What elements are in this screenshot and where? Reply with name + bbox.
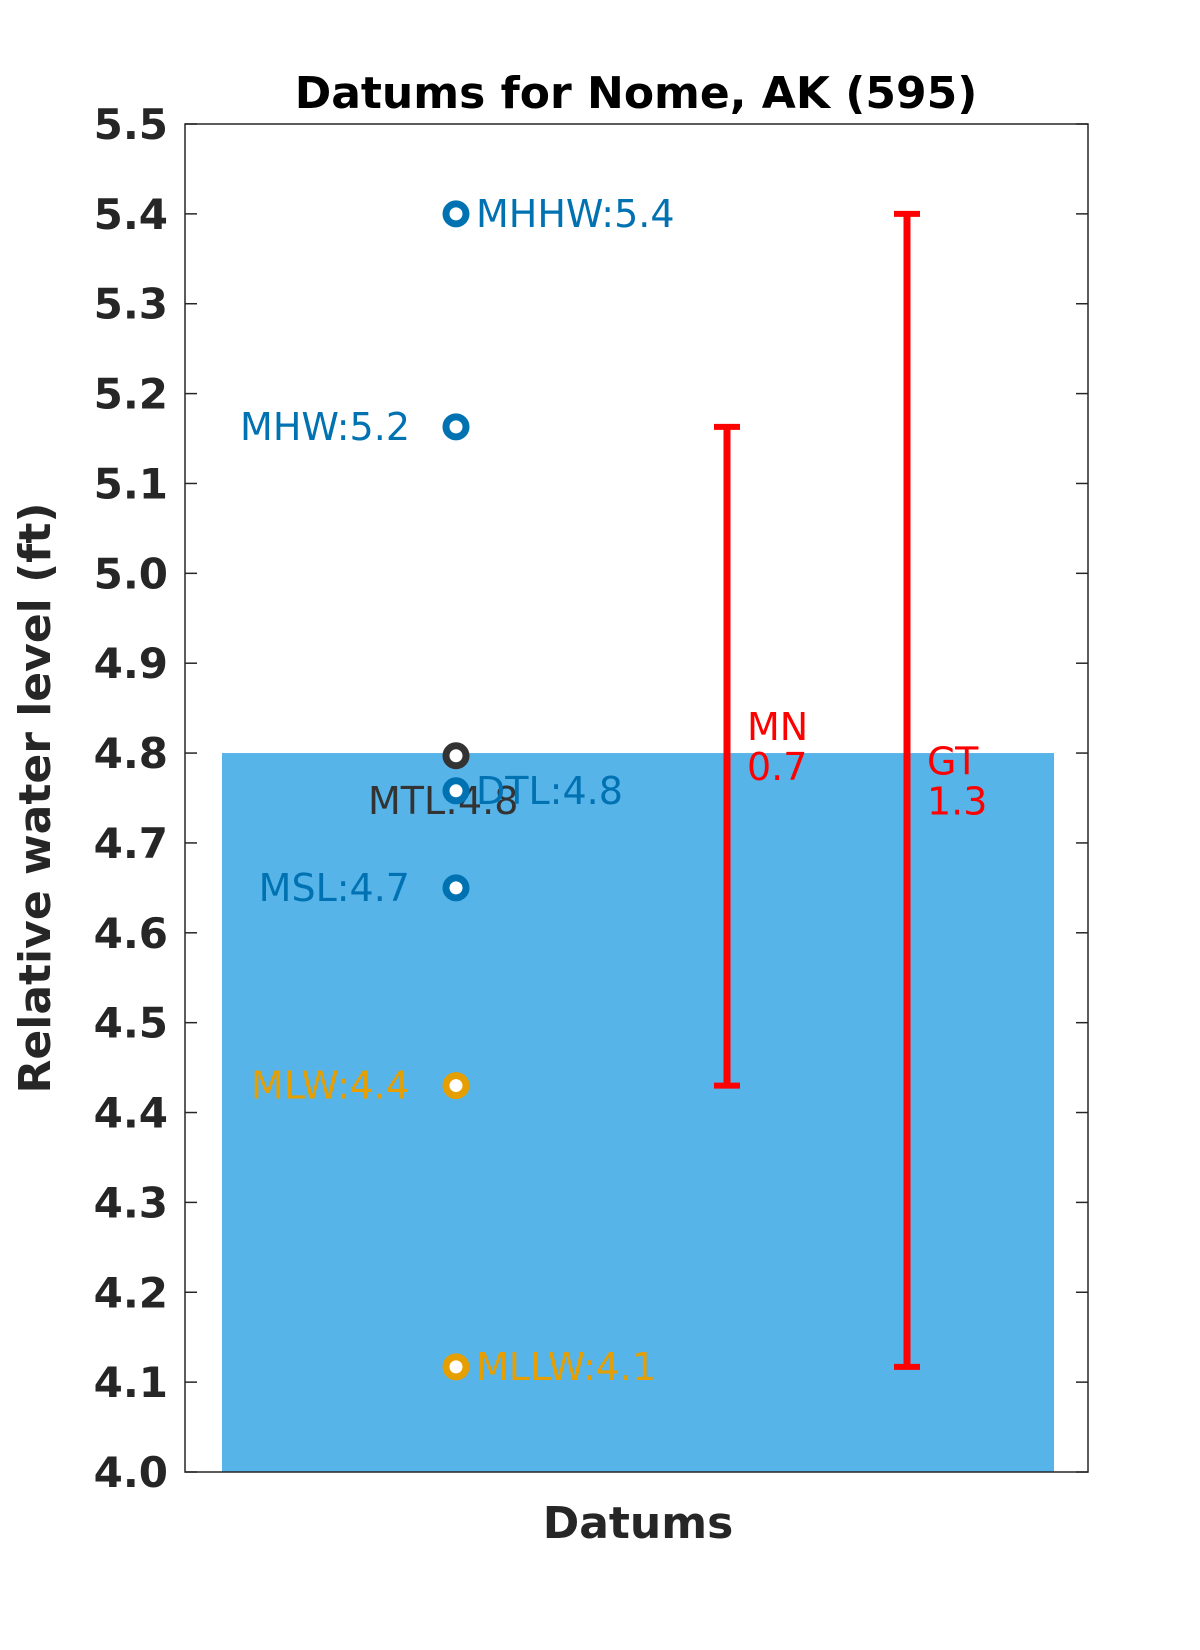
y-tick-label: 4.2 [94,1268,168,1317]
y-tick-label: 5.4 [94,190,168,239]
datum-label-mhhw: MHHW:5.4 [476,192,675,236]
datum-label-msl: MSL:4.7 [259,866,410,910]
water-level-bar [222,753,1054,1472]
y-tick-label: 4.3 [94,1178,168,1227]
y-tick-label: 5.5 [94,100,168,149]
range-label-name: GT [927,739,979,783]
y-axis-label: Relative water level (ft) [10,503,61,1094]
y-tick-label: 5.0 [94,549,168,598]
range-label-name: MN [747,705,808,749]
datum-marker-dtl [442,777,470,805]
datum-label-mlw: MLW:4.4 [251,1064,410,1108]
x-axis-label: Datums [543,1498,734,1549]
y-axis-ticks: 4.0 4.1 4.2 4.3 4.4 4.5 4.6 4.7 4.8 4.9 5.0 5.1 5.2 5… [94,100,1088,1497]
datum-marker-mhw [442,413,470,441]
datum-label-mhw: MHW:5.2 [240,405,410,449]
datum-marker-msl [442,874,470,902]
y-tick-label: 5.3 [94,280,168,329]
range-label-value: 0.7 [747,745,807,789]
y-tick-label: 4.8 [94,729,168,778]
y-tick-label: 5.1 [94,459,168,508]
y-tick-label: 4.7 [94,819,168,868]
y-tick-label: 4.4 [94,1089,168,1138]
y-tick-label: 4.9 [94,639,168,688]
plot-frame [184,123,1089,1473]
datum-label-dtl: DTL:4.8 [476,769,623,813]
tidal-ranges: MN0.7 GT1.3 [714,210,987,1370]
datum-label-mtl: MTL:4.8 [368,779,518,823]
datum-marker-mllw [442,1353,470,1381]
y-tick-label: 4.6 [94,909,168,958]
datum-label-mllw: MLLW:4.1 [476,1345,656,1389]
y-tick-label: 4.1 [94,1358,168,1407]
range-label-value: 1.3 [927,779,987,823]
y-tick-label: 4.5 [94,999,168,1048]
y-tick-label: 5.2 [94,370,168,419]
datum-marker-mhhw [442,200,470,228]
datum-marker-mtl [442,742,470,770]
chart-title: Datums for Nome, AK (595) [295,68,978,119]
y-tick-label: 4.0 [94,1448,168,1497]
datum-marker-mlw [442,1072,470,1100]
